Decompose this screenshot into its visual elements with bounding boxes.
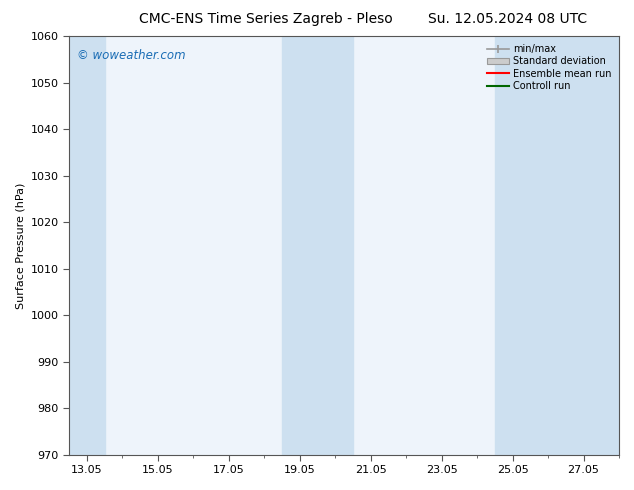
- Text: © woweather.com: © woweather.com: [77, 49, 186, 62]
- Legend: min/max, Standard deviation, Ensemble mean run, Controll run: min/max, Standard deviation, Ensemble me…: [484, 41, 614, 94]
- Bar: [69, 36, 105, 455]
- Bar: [495, 36, 634, 455]
- Y-axis label: Surface Pressure (hPa): Surface Pressure (hPa): [15, 182, 25, 309]
- Text: Su. 12.05.2024 08 UTC: Su. 12.05.2024 08 UTC: [428, 12, 586, 26]
- Text: CMC-ENS Time Series Zagreb - Pleso: CMC-ENS Time Series Zagreb - Pleso: [139, 12, 393, 26]
- Bar: [282, 36, 353, 455]
